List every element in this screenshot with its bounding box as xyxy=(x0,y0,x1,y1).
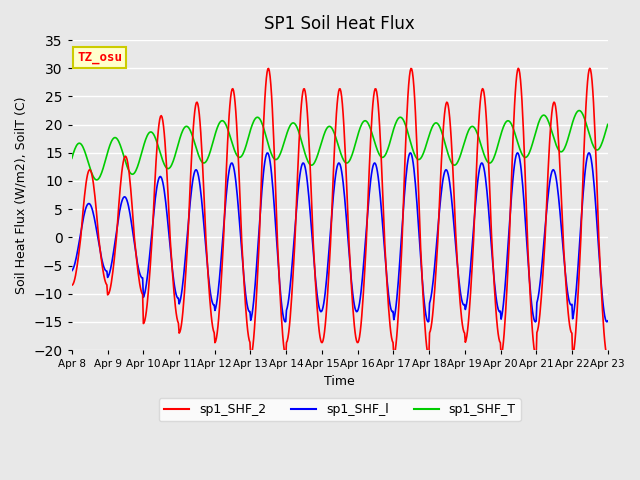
X-axis label: Time: Time xyxy=(324,374,355,388)
Text: TZ_osu: TZ_osu xyxy=(77,51,122,64)
Title: SP1 Soil Heat Flux: SP1 Soil Heat Flux xyxy=(264,15,415,33)
Legend: sp1_SHF_2, sp1_SHF_l, sp1_SHF_T: sp1_SHF_2, sp1_SHF_l, sp1_SHF_T xyxy=(159,398,521,421)
Y-axis label: Soil Heat Flux (W/m2), SoilT (C): Soil Heat Flux (W/m2), SoilT (C) xyxy=(15,96,28,294)
